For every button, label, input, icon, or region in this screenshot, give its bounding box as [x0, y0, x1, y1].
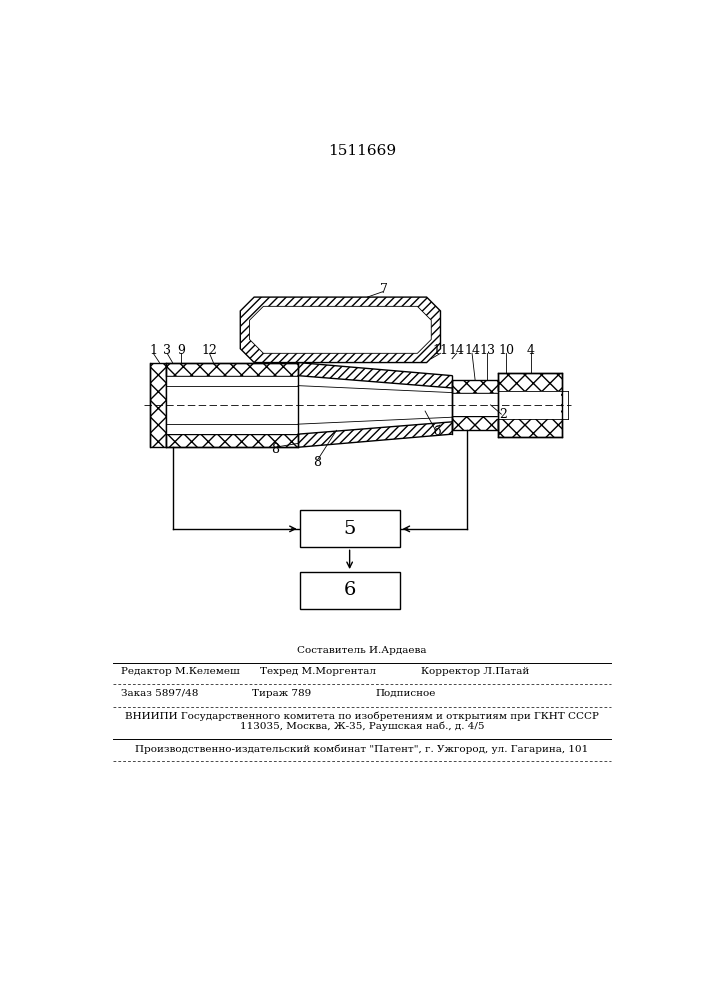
Text: 1: 1	[149, 344, 157, 358]
Polygon shape	[298, 363, 452, 388]
Text: ВНИИПИ Государственного комитета по изобретениям и открытиям при ГКНТ СССР: ВНИИПИ Государственного комитета по изоб…	[125, 712, 599, 721]
Bar	[452, 380, 498, 393]
Polygon shape	[250, 306, 431, 353]
Text: 1511669: 1511669	[328, 144, 396, 158]
Text: 11: 11	[433, 344, 448, 358]
Text: 9: 9	[177, 344, 185, 358]
Text: 5: 5	[344, 520, 356, 538]
Polygon shape	[298, 376, 452, 434]
Text: 4: 4	[527, 344, 534, 358]
Text: Техред М.Моргентал: Техред М.Моргентал	[259, 667, 375, 676]
Text: 8: 8	[313, 456, 321, 469]
Text: 12: 12	[201, 344, 218, 358]
Text: 2: 2	[499, 408, 507, 421]
Text: 7: 7	[380, 283, 388, 296]
Bar	[165, 363, 298, 376]
Text: Тираж 789: Тираж 789	[252, 689, 311, 698]
Text: Составитель И.Ардаева: Составитель И.Ардаева	[297, 646, 427, 655]
Text: 8: 8	[271, 443, 279, 456]
Bar	[300, 510, 399, 547]
Polygon shape	[298, 422, 452, 447]
Bar	[165, 434, 298, 447]
Text: 6: 6	[344, 581, 356, 599]
Bar	[150, 363, 165, 447]
Text: 3: 3	[163, 344, 171, 358]
Bar	[498, 373, 562, 437]
Text: Заказ 5897/48: Заказ 5897/48	[121, 689, 199, 698]
Bar	[165, 376, 298, 434]
Text: Редактор М.Келемеш: Редактор М.Келемеш	[121, 667, 240, 676]
Text: Производственно-издательский комбинат "Патент", г. Ужгород, ул. Гагарина, 101: Производственно-издательский комбинат "П…	[135, 745, 588, 754]
Text: 10: 10	[498, 344, 514, 358]
Text: Подписное: Подписное	[375, 689, 436, 698]
Bar	[452, 416, 498, 430]
Text: Корректор Л.Патай: Корректор Л.Патай	[421, 667, 530, 676]
Text: 113035, Москва, Ж-35, Раушская наб., д. 4/5: 113035, Москва, Ж-35, Раушская наб., д. …	[240, 722, 484, 731]
Polygon shape	[240, 297, 440, 363]
Text: б: б	[433, 425, 440, 438]
Polygon shape	[298, 363, 452, 447]
Bar	[300, 572, 399, 609]
Text: 13: 13	[479, 344, 496, 358]
Bar	[452, 393, 498, 416]
Text: 14: 14	[449, 344, 464, 358]
Text: 14: 14	[464, 344, 480, 358]
Bar	[498, 391, 561, 419]
